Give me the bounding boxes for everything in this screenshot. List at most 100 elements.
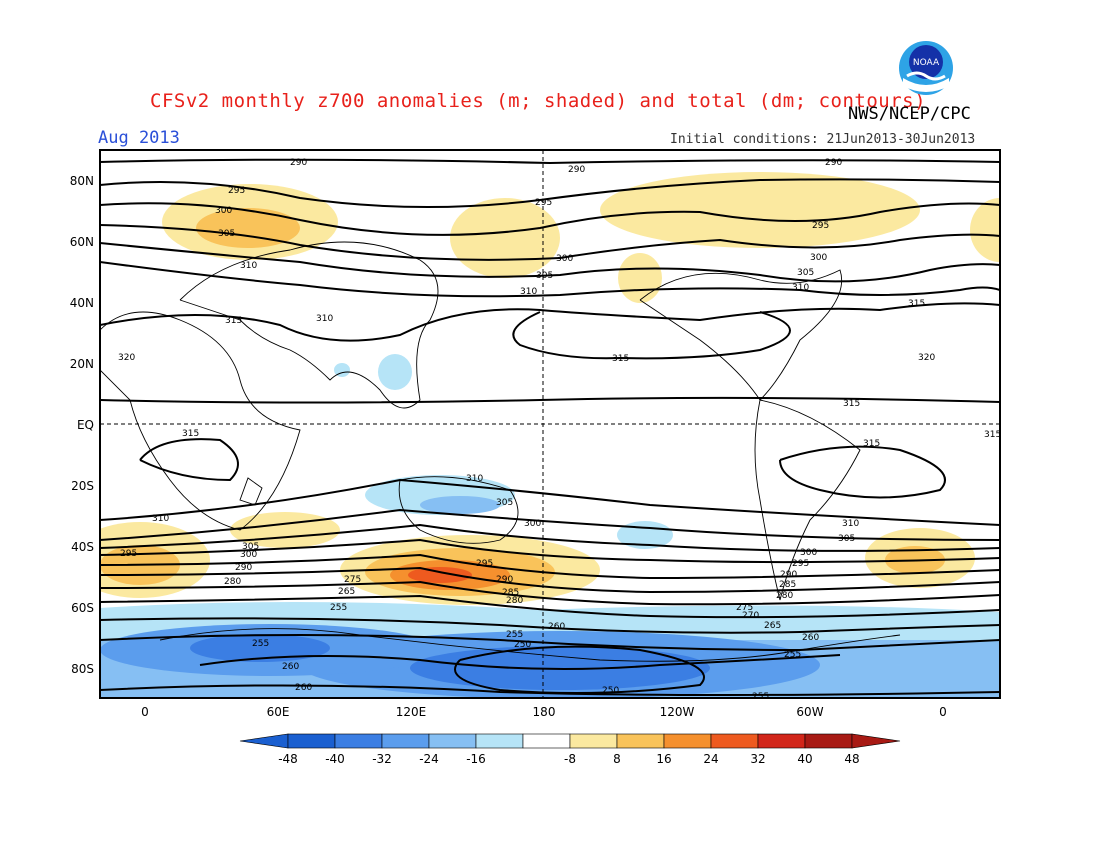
contour-label: 250 (514, 640, 531, 650)
logo-text: NOAA (913, 58, 940, 68)
lat-label: 60S (71, 601, 94, 615)
contour-label: 250 (602, 686, 619, 696)
contour-label: 260 (282, 662, 299, 672)
colorbar-swatch (287, 733, 336, 749)
contour-label: 315 (984, 430, 1001, 440)
map-frame (99, 149, 1001, 699)
contour-label: 305 (838, 534, 855, 544)
colorbar-label: -24 (419, 752, 439, 766)
contour-label: 315 (182, 429, 199, 439)
contour-label: 290 (780, 570, 797, 580)
colorbar-swatch (381, 733, 430, 749)
contour-label: 290 (568, 165, 585, 175)
contour-label: 305 (536, 271, 553, 281)
colorbar-label: 8 (613, 752, 621, 766)
contour-label: 295 (476, 559, 493, 569)
contour-label: 300 (556, 254, 573, 264)
lat-label: 40N (70, 296, 94, 310)
geopotential-contours (100, 158, 1000, 696)
contour-label: 290 (235, 563, 252, 573)
contour-label: 255 (330, 603, 347, 613)
contour-label: 300 (524, 519, 541, 529)
colorbar-swatch (757, 733, 806, 749)
contour-label: 280 (776, 591, 793, 601)
colorbar-swatch (804, 733, 853, 749)
lon-label: 0 (939, 705, 947, 719)
longitude-axis: 0 60E 120E 180 120W 60W 0 (141, 705, 947, 719)
lon-label: 0 (141, 705, 149, 719)
agency-label: NWS/NCEP/CPC (848, 104, 971, 124)
lon-label: 180 (533, 705, 556, 719)
contour-label: 275 (736, 603, 753, 613)
contour-label: 310 (520, 287, 537, 297)
lat-label: 20S (71, 479, 94, 493)
colorbar-arrow-low (239, 733, 289, 749)
colorbar-label: -16 (466, 752, 486, 766)
lat-label: 20N (70, 357, 94, 371)
contour-label: 280 (506, 596, 523, 606)
colorbar: -48 -40 -32 -24 -16 -8 8 16 24 32 40 48 (239, 733, 901, 766)
contour-label: 290 (825, 158, 842, 168)
contour-label: 310 (792, 283, 809, 293)
colorbar-label: -48 (278, 752, 298, 766)
colorbar-label: 40 (797, 752, 812, 766)
contour-label: 320 (918, 353, 935, 363)
contour-label: 315 (225, 316, 242, 326)
contour-label: 295 (120, 549, 137, 559)
contour-label: 285 (502, 588, 519, 598)
colorbar-swatch (710, 733, 759, 749)
colorbar-swatch (663, 733, 712, 749)
contour-label: 260 (295, 683, 312, 693)
colorbar-label: -8 (564, 752, 576, 766)
contour-label: 260 (802, 633, 819, 643)
contour-label: 265 (338, 587, 355, 597)
contour-label: 270 (742, 611, 759, 621)
contour-label: 295 (792, 559, 809, 569)
lat-label: 40S (71, 540, 94, 554)
colorbar-swatch (616, 733, 665, 749)
initial-conditions-label: Initial conditions: 21Jun2013-30Jun2013 (670, 132, 976, 147)
contour-label: 295 (535, 198, 552, 208)
contour-label: 310 (316, 314, 333, 324)
colorbar-swatch (522, 733, 571, 749)
lat-label: 80N (70, 174, 94, 188)
contour-label: 310 (466, 474, 483, 484)
lon-label: 120W (660, 705, 695, 719)
contour-label: 315 (908, 299, 925, 309)
latitude-axis: 80N 60N 40N 20N EQ 20S 40S 60S 80S (70, 174, 94, 676)
colorbar-swatch (569, 733, 618, 749)
colorbar-arrow-high (851, 733, 901, 749)
contour-label: 310 (152, 514, 169, 524)
lat-label: 60N (70, 235, 94, 249)
colorbar-swatch (475, 733, 524, 749)
contour-label: 305 (218, 229, 235, 239)
contour-label: 300 (810, 253, 827, 263)
contour-label: 265 (764, 621, 781, 631)
lon-label: 120E (396, 705, 427, 719)
contour-label: 290 (290, 158, 307, 168)
contour-label: 255 (752, 692, 769, 702)
contour-label: 255 (252, 639, 269, 649)
contour-label: 310 (842, 519, 859, 529)
colorbar-label: 32 (750, 752, 765, 766)
colorbar-label: -32 (372, 752, 392, 766)
colorbar-label: 24 (703, 752, 718, 766)
lat-label: EQ (77, 418, 94, 432)
colorbar-label: 48 (844, 752, 859, 766)
colorbar-label: -40 (325, 752, 345, 766)
contour-label: 300 (215, 206, 232, 216)
contour-label: 300 (240, 550, 257, 560)
contour-label: 295 (228, 186, 245, 196)
contour-label: 305 (496, 498, 513, 508)
contour-label: 315 (612, 354, 629, 364)
month-label: Aug 2013 (98, 128, 180, 148)
contour-label: 315 (843, 399, 860, 409)
colorbar-swatch (334, 733, 383, 749)
lon-label: 60W (796, 705, 823, 719)
contour-label: 280 (224, 577, 241, 587)
contour-label: 275 (344, 575, 361, 585)
lat-label: 80S (71, 662, 94, 676)
contour-label: 305 (242, 542, 259, 552)
contour-label: 255 (784, 650, 801, 660)
